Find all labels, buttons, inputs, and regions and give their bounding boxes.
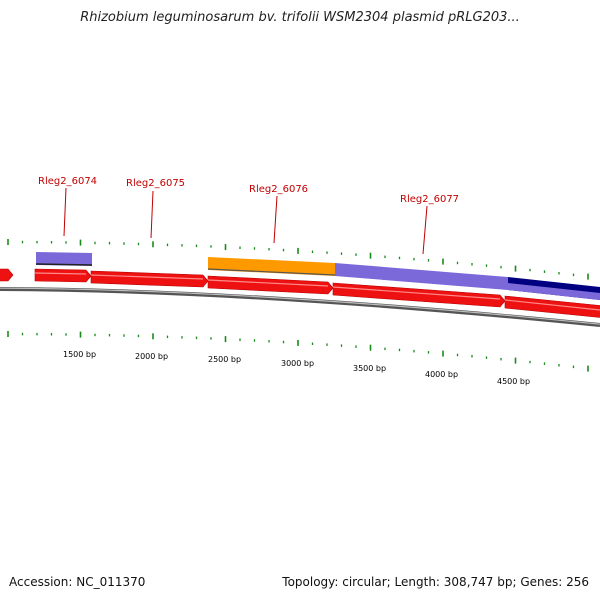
- gene-bar-rleg2-6077[interactable]: [335, 263, 508, 290]
- cds-highlight: [34, 272, 600, 311]
- gene-bar-edge: [207, 268, 336, 276]
- map-title: Rhizobium leguminosarum bv. trifolii WSM…: [80, 10, 520, 25]
- gene-bar-rleg2-6074[interactable]: [36, 252, 92, 266]
- cds-arrow[interactable]: [332, 282, 506, 308]
- backbone-highlight: [0, 287, 600, 325]
- bp-label: 2500 bp: [208, 355, 241, 364]
- bp-label: 1500 bp: [63, 350, 96, 359]
- gene-bar-rleg2-6076[interactable]: [208, 257, 335, 276]
- leader-line: [273, 195, 278, 244]
- gene-label-rleg2-6076[interactable]: Rleg2_6076: [249, 184, 308, 195]
- gene-label-rleg2-6077[interactable]: Rleg2_6077: [400, 194, 459, 205]
- accession-text: Accession: NC_011370: [9, 575, 146, 589]
- gene-bar-navy-lower: [508, 283, 600, 300]
- bp-label: 2000 bp: [135, 352, 168, 361]
- bp-scale-labels: 1500 bp 2000 bp 2500 bp 3000 bp 3500 bp …: [63, 350, 530, 386]
- tick-track-lower: [7, 331, 589, 372]
- cds-arrow[interactable]: [90, 270, 209, 288]
- tick-track-upper: [7, 239, 589, 280]
- gene-track: [35, 252, 600, 300]
- leader-line: [150, 190, 154, 239]
- gene-bar-edge: [35, 263, 93, 266]
- bp-label: 3500 bp: [353, 364, 386, 373]
- cds-track: [0, 268, 600, 318]
- topology-summary-text: Topology: circular; Length: 308,747 bp; …: [282, 575, 589, 589]
- bp-label: 4000 bp: [425, 370, 458, 379]
- gene-label-rleg2-6074[interactable]: Rleg2_6074: [38, 176, 97, 187]
- leader-line: [422, 205, 428, 255]
- backbone-line: [0, 287, 600, 327]
- bp-label: 3000 bp: [281, 359, 314, 368]
- bp-label: 4500 bp: [497, 377, 530, 386]
- label-leaders: [63, 187, 428, 255]
- gene-labels: Rleg2_6074 Rleg2_6075 Rleg2_6076 Rleg2_6…: [38, 176, 459, 205]
- cds-arrow[interactable]: [504, 295, 600, 318]
- cds-arrow[interactable]: [34, 268, 92, 283]
- cds-arrow[interactable]: [207, 275, 334, 295]
- leader-line: [63, 187, 67, 237]
- gene-label-rleg2-6075[interactable]: Rleg2_6075: [126, 178, 185, 189]
- cds-arrow[interactable]: [0, 268, 14, 282]
